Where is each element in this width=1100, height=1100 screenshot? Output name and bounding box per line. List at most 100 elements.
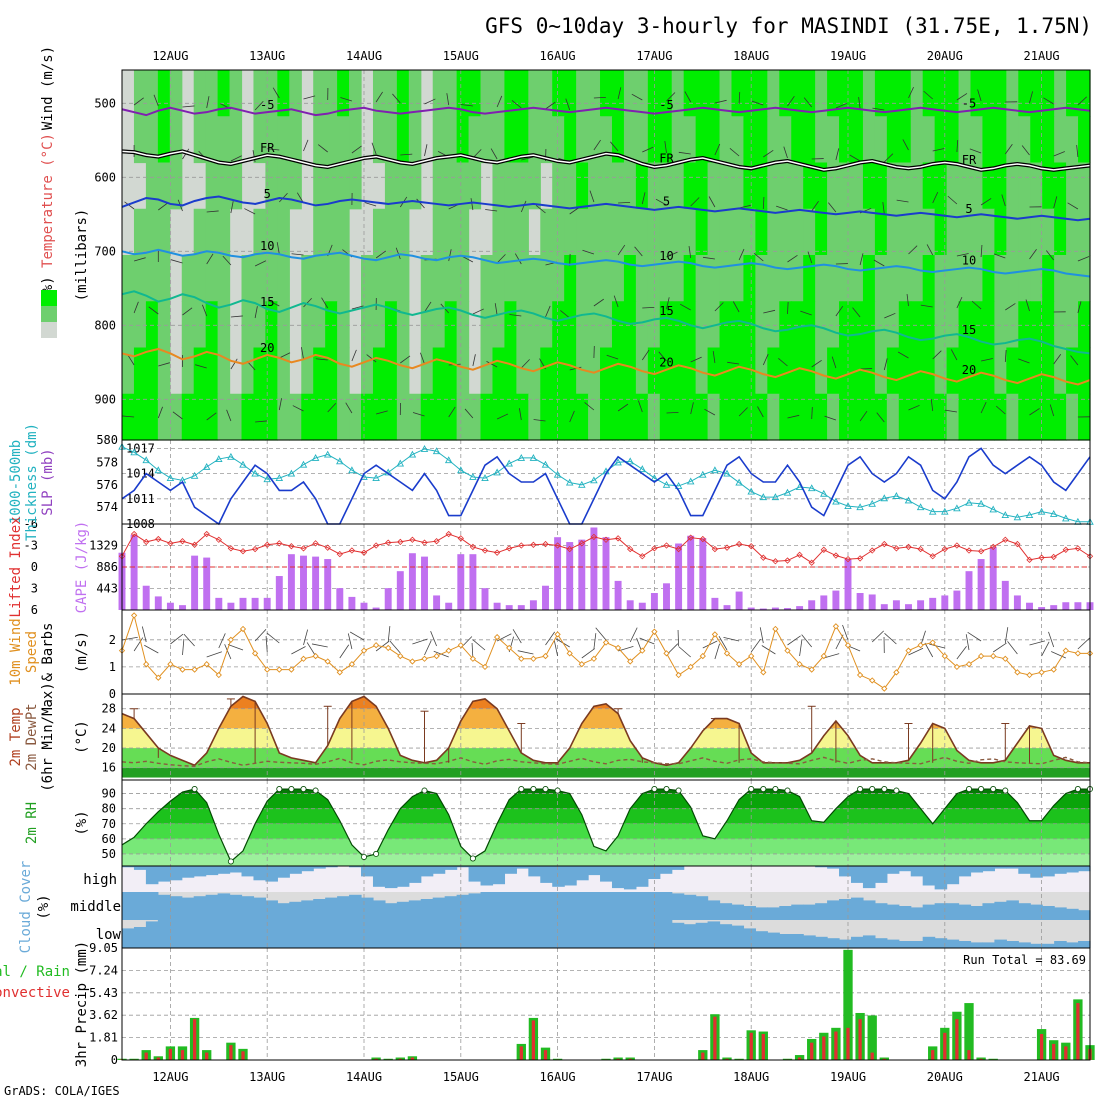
- rh-cell: [384, 208, 398, 256]
- wind-barb: [872, 107, 885, 111]
- rh-cell: [516, 116, 529, 164]
- wind-barb: [993, 253, 1006, 259]
- day-tick-label: 14AUG: [346, 1070, 382, 1084]
- rh-cell: [396, 255, 410, 302]
- rh-cell: [623, 70, 637, 117]
- wind-speed-point: [711, 631, 719, 638]
- cape-bar: [1013, 595, 1021, 610]
- contour-label: 20: [962, 363, 976, 377]
- day-tick-label: 13AUG: [249, 49, 285, 63]
- precip-convective-bar: [156, 1057, 160, 1060]
- lifted-index-point: [977, 548, 985, 555]
- lifted-index-point: [917, 545, 924, 553]
- rh-cell: [874, 301, 888, 349]
- rh-cell: [982, 116, 995, 164]
- lifted-index-point: [409, 536, 416, 543]
- rh-cell: [540, 116, 553, 164]
- cloud-cell: [157, 920, 171, 948]
- wind-barb: [680, 303, 691, 311]
- cape-bar: [663, 583, 670, 610]
- rh-point: [554, 787, 561, 794]
- rh-cell: [372, 393, 386, 441]
- rh-cell: [289, 393, 302, 441]
- rh-cell: [181, 255, 195, 302]
- rh-cell: [588, 70, 601, 117]
- wind-barb: [255, 420, 268, 423]
- wind-barb: [553, 640, 558, 657]
- precip-convective-bar: [398, 1058, 402, 1060]
- cape-bar: [421, 556, 428, 610]
- rh-cell: [396, 70, 410, 117]
- precip-total-bar: [964, 1003, 974, 1060]
- rh-cell: [623, 116, 637, 164]
- rh-cell: [480, 70, 494, 117]
- cape-bar: [566, 542, 574, 610]
- rh-cell: [444, 116, 458, 164]
- rh-cell: [970, 393, 984, 441]
- wind-barb: [230, 315, 243, 318]
- y-tick-label: 24: [102, 721, 116, 735]
- rh-cell: [492, 301, 506, 349]
- rh-cell: [504, 208, 517, 256]
- rh-cell: [743, 208, 756, 256]
- rh-cell: [731, 255, 745, 302]
- wind-barb: [317, 144, 328, 153]
- cape-bar: [820, 595, 828, 610]
- rh-cell: [361, 255, 374, 302]
- rh-cell: [1066, 208, 1079, 256]
- rh-cell: [707, 347, 721, 395]
- cloud-cell: [1078, 866, 1091, 872]
- wind-barb: [521, 156, 534, 161]
- precip-convective-bar: [725, 1058, 729, 1060]
- cloud-cell: [611, 892, 625, 920]
- rh-cell: [850, 116, 864, 164]
- cloud-cell: [659, 920, 673, 948]
- cloud-cell: [217, 893, 231, 920]
- cloud-cell: [157, 894, 171, 920]
- wind-barb: [807, 251, 813, 264]
- rh-cell: [635, 255, 649, 302]
- wind-barb: [1077, 637, 1090, 650]
- wind10-label-b: Speed: [24, 631, 40, 673]
- cape-bar: [1038, 607, 1046, 610]
- rh-cell: [827, 162, 840, 210]
- rh-cell: [695, 347, 709, 395]
- lifted-index-point: [385, 539, 392, 546]
- cape-bar: [554, 537, 562, 610]
- rh-cell: [671, 208, 685, 256]
- rh-cell: [1006, 393, 1019, 441]
- cloud-cell: [803, 904, 816, 920]
- rh-cell: [623, 255, 637, 302]
- rh-cell: [193, 70, 207, 117]
- wind-barb: [708, 196, 716, 208]
- wind-barb: [1048, 631, 1055, 648]
- cloud-level-label: high: [83, 872, 117, 888]
- wind-speed-point: [772, 625, 779, 633]
- rh-point: [227, 858, 234, 865]
- rh-cell: [695, 162, 709, 210]
- label-part: Cloud Cover: [18, 861, 34, 954]
- wind-speed-point: [760, 669, 767, 676]
- cape-bar: [324, 559, 332, 610]
- rh-cell: [588, 393, 601, 441]
- rh-cell: [874, 347, 888, 395]
- rh-cell: [994, 255, 1007, 302]
- thickness-point: [578, 480, 586, 488]
- lifted-index-point: [832, 552, 840, 559]
- wind-barb: [757, 406, 764, 418]
- thickness-point: [916, 503, 925, 511]
- wind-barb: [266, 632, 280, 644]
- rh-cell: [289, 162, 302, 210]
- rh-cell: [671, 347, 685, 395]
- rh-cell: [970, 116, 984, 164]
- rh-cell: [647, 116, 661, 164]
- thickness-point: [638, 465, 647, 473]
- wind-barb: [545, 101, 556, 110]
- cloud-cell: [946, 866, 960, 885]
- wind-speed-point: [663, 650, 670, 657]
- rh-cell: [898, 301, 912, 349]
- rh-cell: [205, 70, 219, 117]
- wind-barb: [1041, 641, 1050, 657]
- wind-barb: [977, 89, 982, 102]
- rh-cell: [408, 116, 422, 164]
